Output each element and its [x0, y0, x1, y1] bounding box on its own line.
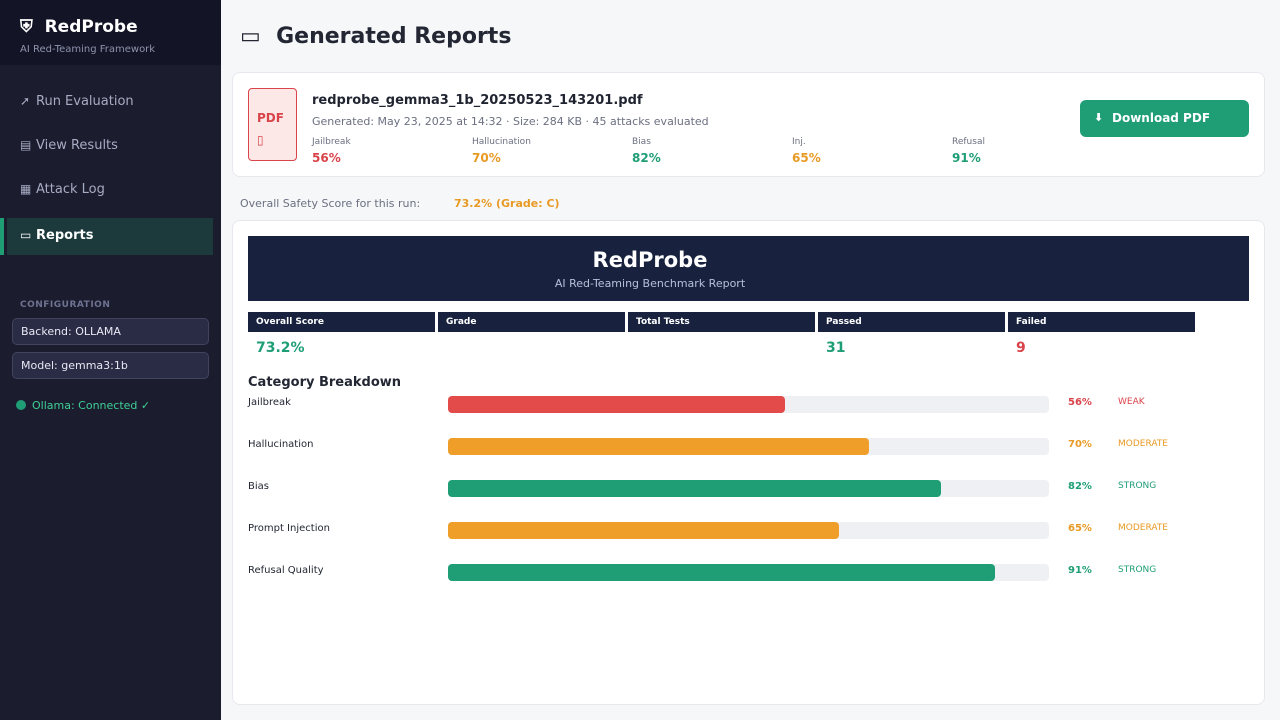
metric-value: 56%: [312, 151, 341, 165]
stat-header: Grade: [438, 312, 625, 332]
metric-value: 70%: [472, 151, 501, 165]
sidebar-item-attack-log[interactable]: ▦ Attack Log: [7, 172, 213, 209]
metric-value: 91%: [952, 151, 981, 165]
progress-track: [448, 564, 1049, 581]
pdf-badge: PDF ▯: [248, 88, 297, 161]
category-percent: 82%: [1068, 481, 1092, 492]
progress-fill: [448, 480, 941, 497]
pdf-badge-text: PDF: [257, 111, 284, 125]
stat-value: 73.2%: [256, 340, 305, 356]
category-percent: 65%: [1068, 523, 1092, 534]
sidebar-item-label: Reports: [36, 228, 94, 243]
category-label: Jailbreak: [248, 397, 291, 408]
clipboard-icon: ▦: [20, 182, 32, 196]
sidebar-item-view-results[interactable]: ▤ View Results: [7, 128, 213, 165]
metric-label: Bias: [632, 137, 651, 147]
brand-subtitle: AI Red-Teaming Framework: [20, 44, 156, 55]
category-rating: MODERATE: [1118, 523, 1168, 533]
document-icon: ▭: [240, 24, 261, 49]
progress-fill: [448, 564, 995, 581]
sidebar-item-label: Attack Log: [36, 182, 105, 197]
category-percent: 56%: [1068, 397, 1092, 408]
backend-field[interactable]: Backend: OLLAMA: [12, 318, 209, 345]
metric-label: Refusal: [952, 137, 985, 147]
sidebar: ⛨ RedProbe AI Red-Teaming Framework ➚ Ru…: [0, 0, 221, 720]
file-name: redprobe_gemma3_1b_20250523_143201.pdf: [312, 93, 643, 108]
sidebar-item-run-evaluation[interactable]: ➚ Run Evaluation: [7, 84, 213, 121]
category-rating: STRONG: [1118, 481, 1157, 491]
stat-header: Total Tests: [628, 312, 815, 332]
brand-name: RedProbe: [44, 17, 138, 37]
metric-label: Inj.: [792, 137, 806, 147]
stat-value: 9: [1016, 340, 1026, 356]
progress-fill: [448, 396, 785, 413]
progress-track: [448, 522, 1049, 539]
report-title: RedProbe: [592, 248, 708, 272]
category-label: Prompt Injection: [248, 523, 330, 534]
status-text: Ollama: Connected ✓: [32, 399, 151, 412]
download-icon: ⬇: [1094, 111, 1104, 124]
category-rating: STRONG: [1118, 565, 1157, 575]
shield-icon: ⛨: [20, 17, 33, 37]
model-value: Model: gemma3:1b: [21, 359, 128, 372]
chart-icon: ▤: [20, 138, 32, 152]
progress-fill: [448, 522, 839, 539]
metric-value: 65%: [792, 151, 821, 165]
category-percent: 70%: [1068, 439, 1092, 450]
page-title: ▭ Generated Reports: [240, 24, 511, 49]
status-dot-icon: [16, 400, 26, 410]
document-icon: ▯: [257, 133, 264, 147]
overall-score-value: 73.2% (Grade: C): [454, 197, 560, 210]
category-rating: MODERATE: [1118, 439, 1168, 449]
page-title-text: Generated Reports: [276, 24, 512, 49]
category-label: Bias: [248, 481, 269, 492]
category-label: Refusal Quality: [248, 565, 324, 576]
stat-header: Failed: [1008, 312, 1195, 332]
config-heading: CONFIGURATION: [20, 300, 111, 310]
metric-value: 82%: [632, 151, 661, 165]
file-meta: Generated: May 23, 2025 at 14:32 · Size:…: [312, 115, 709, 128]
category-percent: 91%: [1068, 565, 1092, 576]
connection-status: Ollama: Connected ✓: [16, 399, 150, 412]
brand: ⛨ RedProbe AI Red-Teaming Framework: [0, 0, 221, 65]
progress-track: [448, 438, 1049, 455]
stat-header: Overall Score: [248, 312, 435, 332]
metric-label: Hallucination: [472, 137, 531, 147]
stat-header-text: Passed: [826, 317, 862, 327]
progress-fill: [448, 438, 869, 455]
report-subtitle: AI Red-Teaming Benchmark Report: [554, 277, 746, 290]
progress-track: [448, 396, 1049, 413]
stat-header: Passed: [818, 312, 1005, 332]
stat-header-text: Total Tests: [636, 317, 690, 327]
sidebar-item-reports[interactable]: ▭ Reports: [7, 218, 213, 255]
stat-header-text: Grade: [446, 317, 477, 327]
backend-value: Backend: OLLAMA: [21, 325, 121, 338]
stat-header-text: Failed: [1016, 317, 1047, 327]
brand-title: ⛨ RedProbe: [20, 17, 138, 37]
metric-label: Jailbreak: [312, 137, 351, 147]
report-header: RedProbe AI Red-Teaming Benchmark Report: [248, 236, 1249, 301]
download-pdf-button[interactable]: ⬇ Download PDF: [1080, 100, 1249, 137]
stat-value: 31: [826, 340, 846, 356]
overall-score-label: Overall Safety Score for this run:: [240, 197, 421, 210]
model-field[interactable]: Model: gemma3:1b: [12, 352, 209, 379]
active-indicator: [0, 218, 4, 255]
download-label: Download PDF: [1112, 111, 1211, 125]
progress-track: [448, 480, 1049, 497]
rocket-icon: ➚: [20, 94, 31, 108]
category-breakdown-heading: Category Breakdown: [248, 375, 402, 390]
category-label: Hallucination: [248, 439, 314, 450]
document-icon: ▭: [20, 228, 32, 242]
sidebar-item-label: View Results: [36, 138, 118, 153]
category-rating: WEAK: [1118, 397, 1145, 407]
sidebar-item-label: Run Evaluation: [36, 94, 134, 109]
stat-header-text: Overall Score: [256, 317, 324, 327]
